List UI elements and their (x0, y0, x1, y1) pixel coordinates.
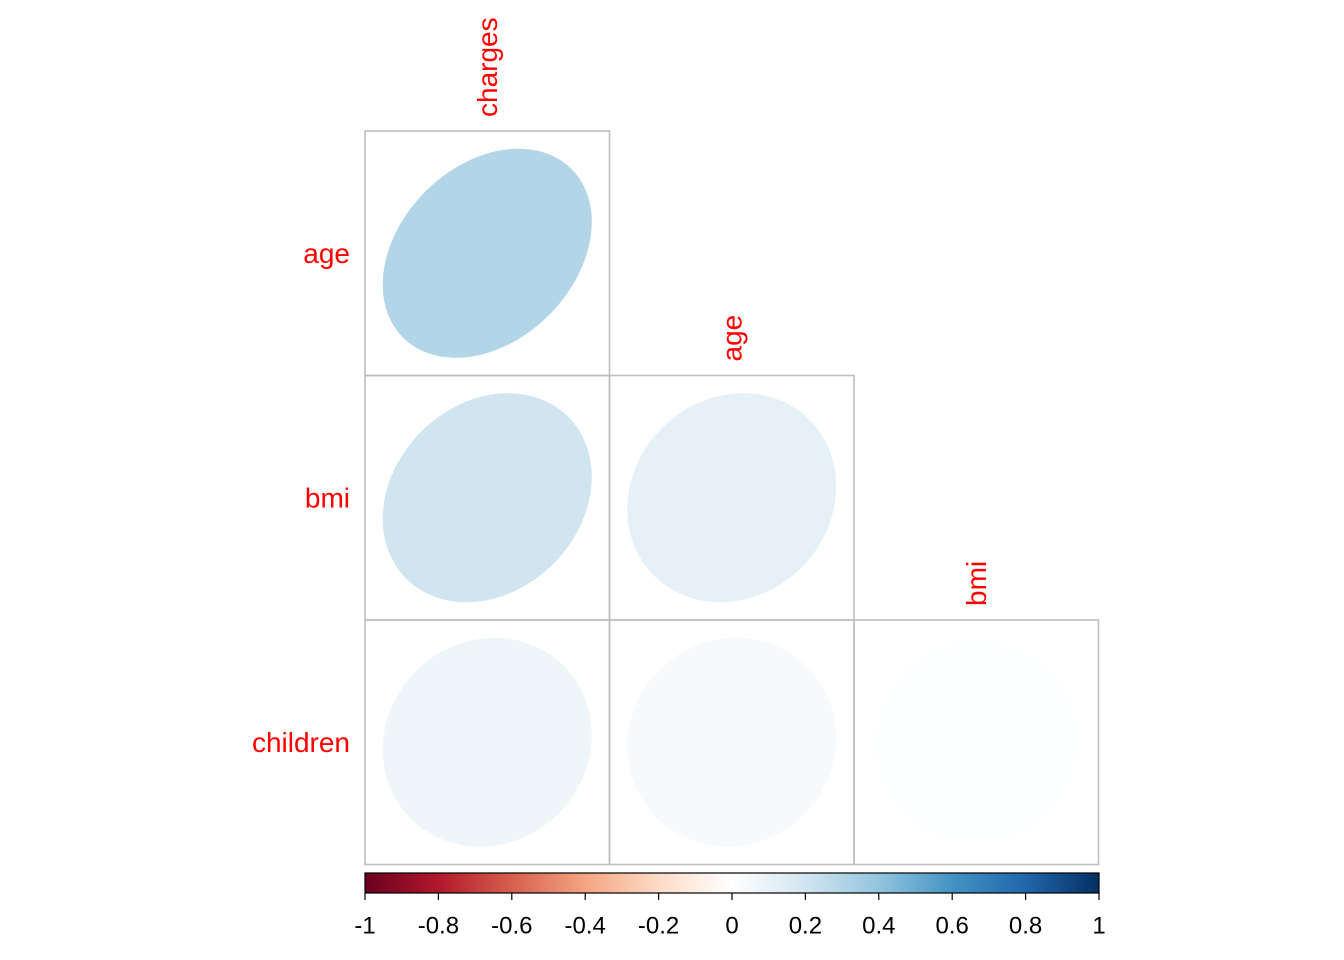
ellipse-children-charges (382, 637, 592, 847)
ellipse-age-charges (382, 148, 592, 358)
cell-frame-children-bmi (853, 619, 1100, 866)
col-label-age: age (716, 315, 747, 362)
colorbar-tick-label: 0.4 (862, 913, 895, 940)
ellipse-children-age (627, 637, 837, 847)
colorbar (364, 872, 1100, 894)
col-label-charges: charges (472, 17, 503, 117)
colorbar-tick-label: -0.8 (418, 913, 459, 940)
row-label-children: children (252, 727, 350, 758)
colorbar-tick-label: -0.2 (638, 913, 679, 940)
ellipse-bmi-charges (382, 393, 592, 603)
colorbar-tick-label: 1 (1092, 913, 1105, 940)
colorbar-tick-label: -0.6 (491, 913, 532, 940)
colorbar-tick-label: 0.2 (789, 913, 822, 940)
row-label-age: age (303, 238, 350, 269)
colorbar-tick-label: -0.4 (565, 913, 606, 940)
ellipse-children-bmi (871, 637, 1081, 847)
colorbar-tick-label: 0.6 (936, 913, 969, 940)
col-label-bmi: bmi (961, 561, 992, 606)
row-label-bmi: bmi (305, 482, 350, 513)
ellipse-bmi-age (627, 393, 837, 603)
colorbar-tick-label: 0.8 (1009, 913, 1042, 940)
colorbar-tick-label: -1 (354, 913, 375, 940)
colorbar-tick-label: 0 (725, 913, 738, 940)
